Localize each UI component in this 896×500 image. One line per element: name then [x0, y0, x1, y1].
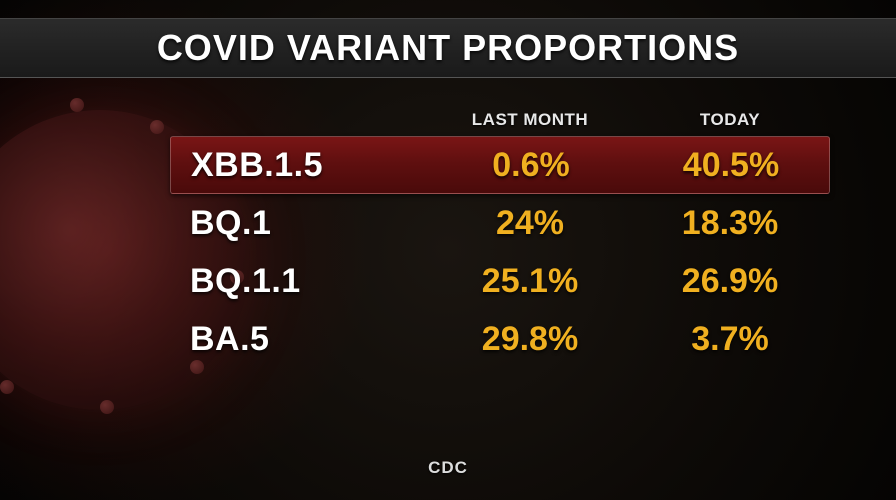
title-bar: COVID VARIANT PROPORTIONS [0, 18, 896, 78]
table-row: BA.529.8%3.7% [170, 310, 830, 368]
value-today: 26.9% [630, 262, 830, 301]
table-row: XBB.1.50.6%40.5% [170, 136, 830, 194]
value-last-month: 29.8% [430, 320, 630, 359]
col-today: TODAY [630, 110, 830, 130]
table-row: BQ.124%18.3% [170, 194, 830, 252]
table-header-row: LAST MONTH TODAY [170, 110, 830, 130]
value-today: 3.7% [630, 320, 830, 359]
value-last-month: 0.6% [431, 146, 631, 185]
value-last-month: 25.1% [430, 262, 630, 301]
variant-name: BQ.1 [170, 204, 430, 243]
value-today: 40.5% [631, 146, 831, 185]
variant-name: BA.5 [170, 320, 430, 359]
value-today: 18.3% [630, 204, 830, 243]
variant-name: BQ.1.1 [170, 262, 430, 301]
page-title: COVID VARIANT PROPORTIONS [157, 27, 739, 69]
value-last-month: 24% [430, 204, 630, 243]
variant-table: LAST MONTH TODAY XBB.1.50.6%40.5%BQ.124%… [170, 110, 830, 368]
source-label: CDC [0, 458, 896, 478]
col-variant [170, 110, 430, 130]
variant-name: XBB.1.5 [171, 146, 431, 185]
table-row: BQ.1.125.1%26.9% [170, 252, 830, 310]
col-last-month: LAST MONTH [430, 110, 630, 130]
